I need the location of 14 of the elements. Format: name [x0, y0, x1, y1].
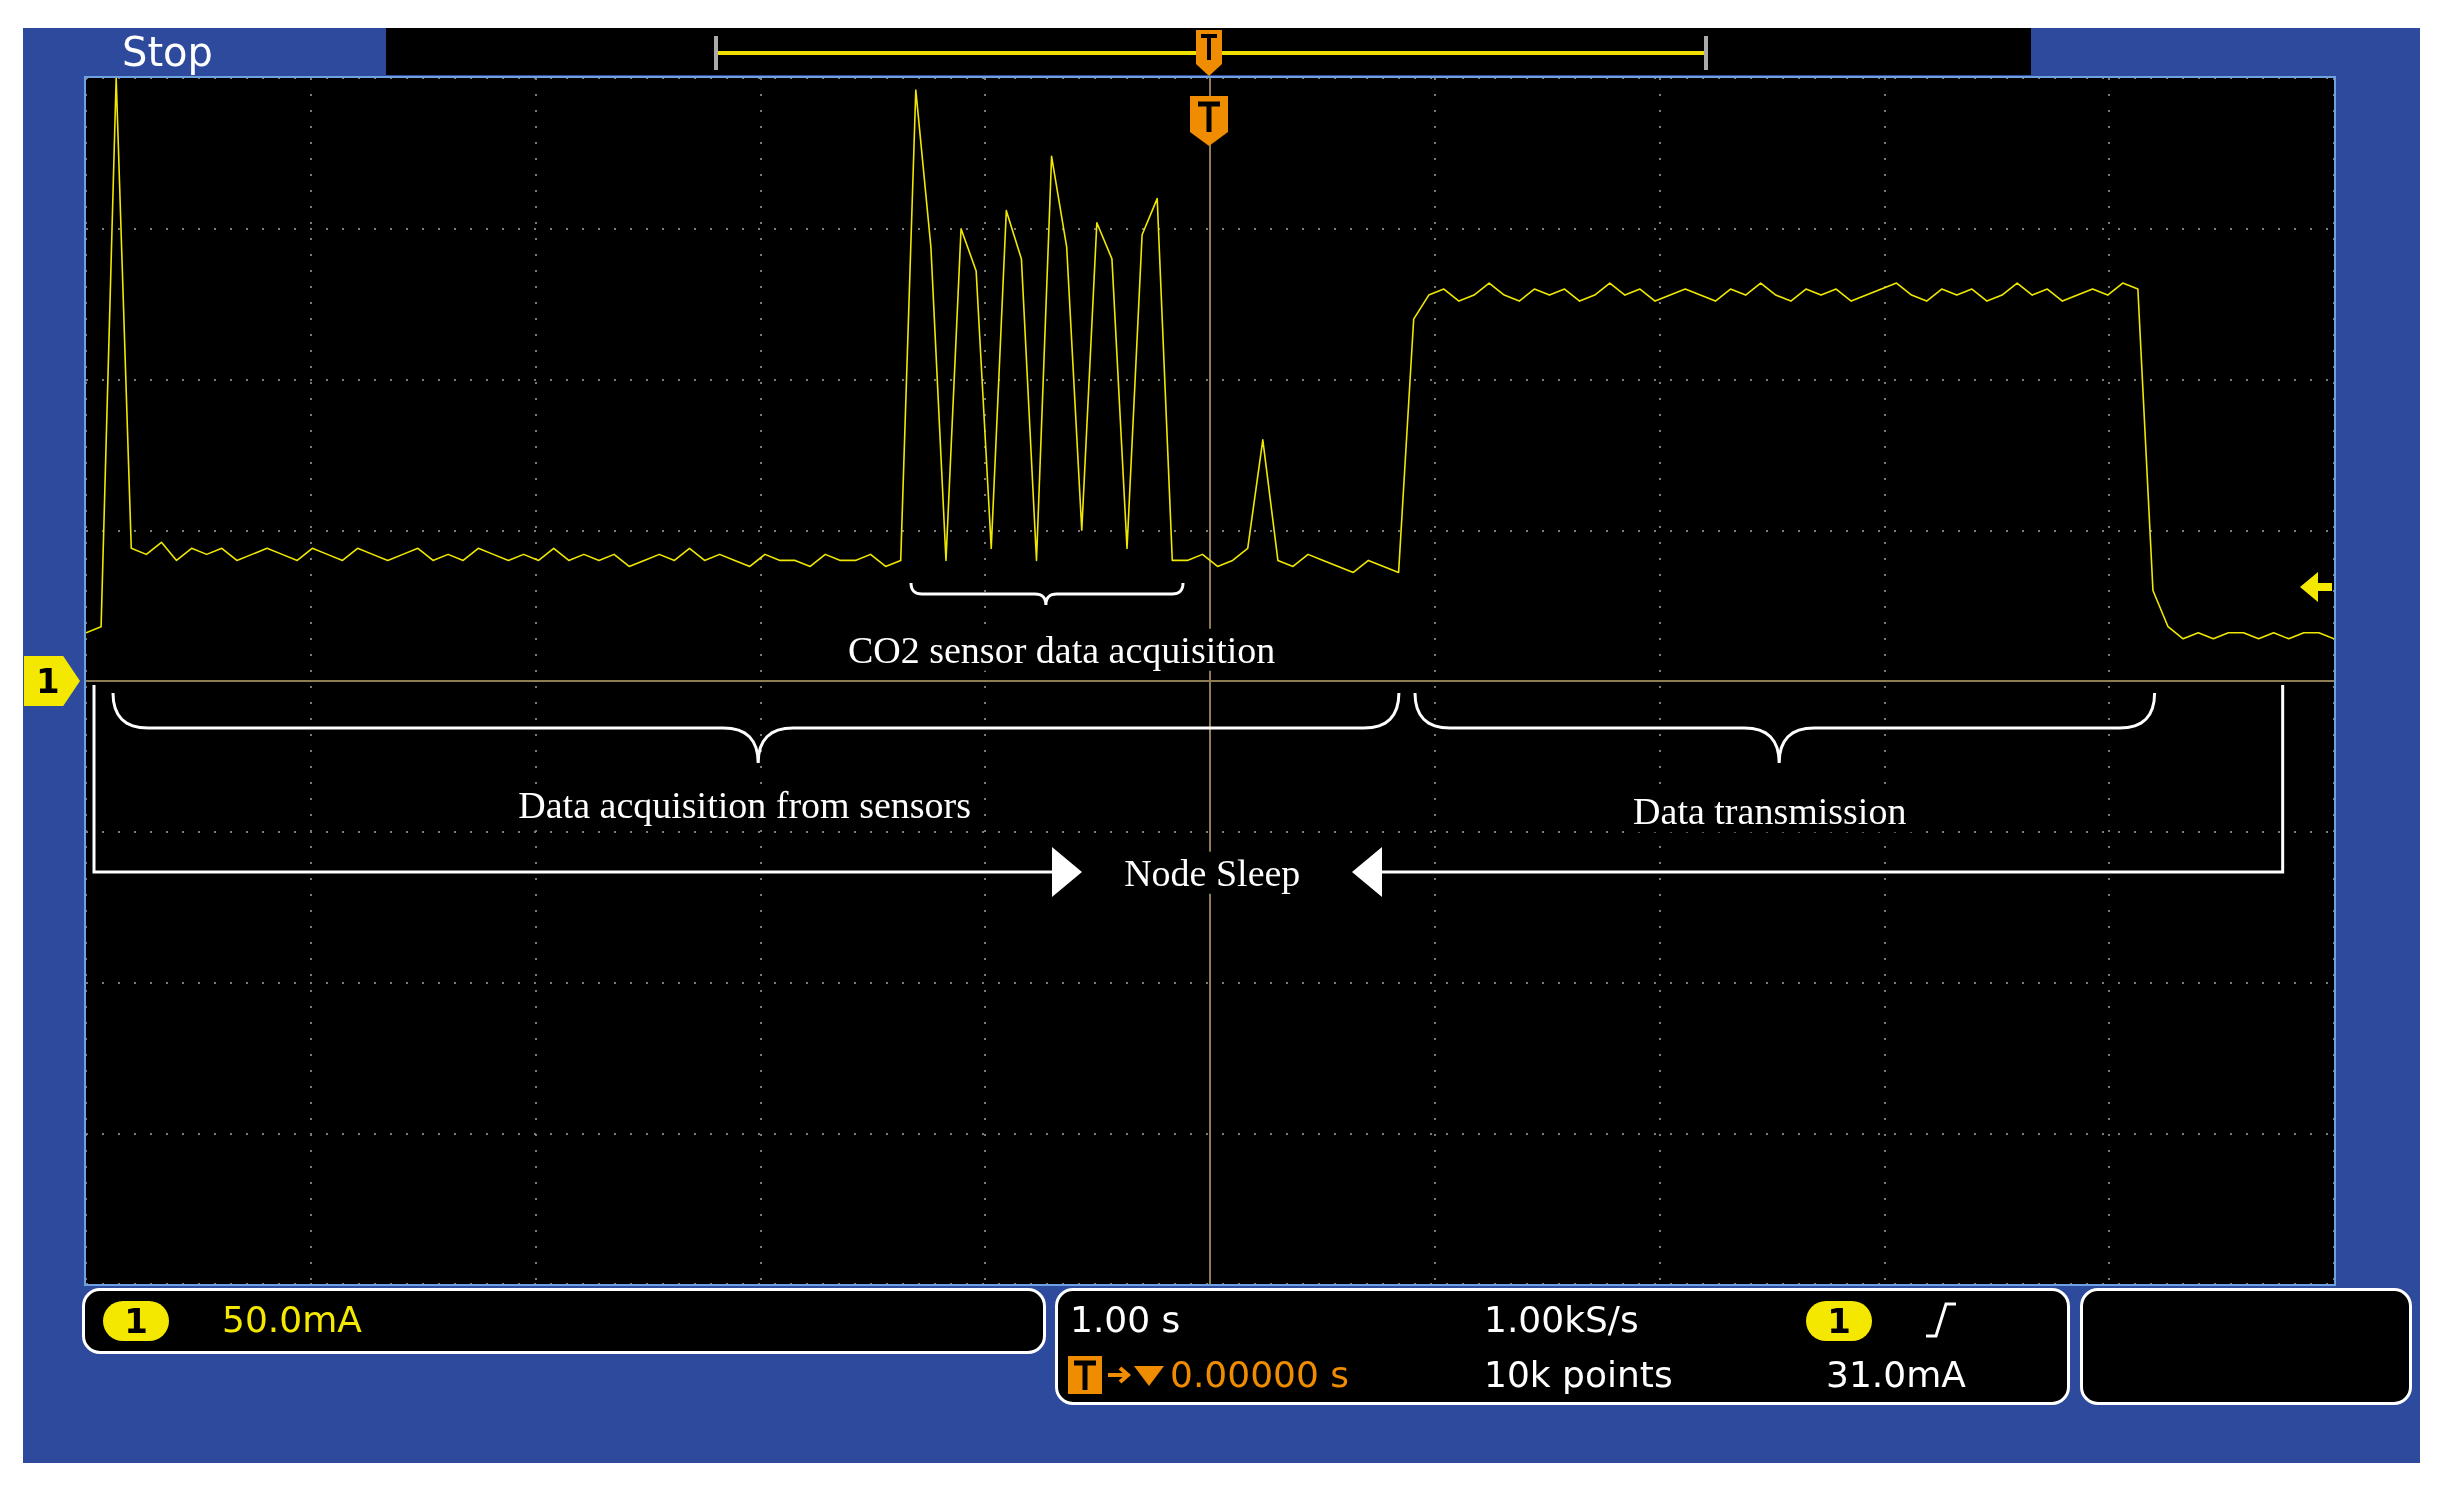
text: 50.0mA [222, 1299, 362, 1340]
text: 1 [103, 1301, 169, 1341]
text: Stop [122, 29, 213, 75]
text: Data transmission [1633, 790, 1907, 833]
text: 1.00 s [1070, 1299, 1181, 1340]
text: 31.0mA [1826, 1354, 1966, 1395]
text: Node Sleep [1124, 851, 1301, 894]
text: 1 [1806, 1301, 1872, 1341]
annotation: CO2 sensor data acquisition [847, 628, 1276, 671]
text: 1.00kS/s [1484, 1299, 1639, 1340]
text: 1 [24, 656, 80, 706]
text: 10k points [1484, 1354, 1673, 1395]
text: 0.00000 s [1170, 1354, 1350, 1395]
text: Data acquisition from sensors [518, 784, 972, 827]
